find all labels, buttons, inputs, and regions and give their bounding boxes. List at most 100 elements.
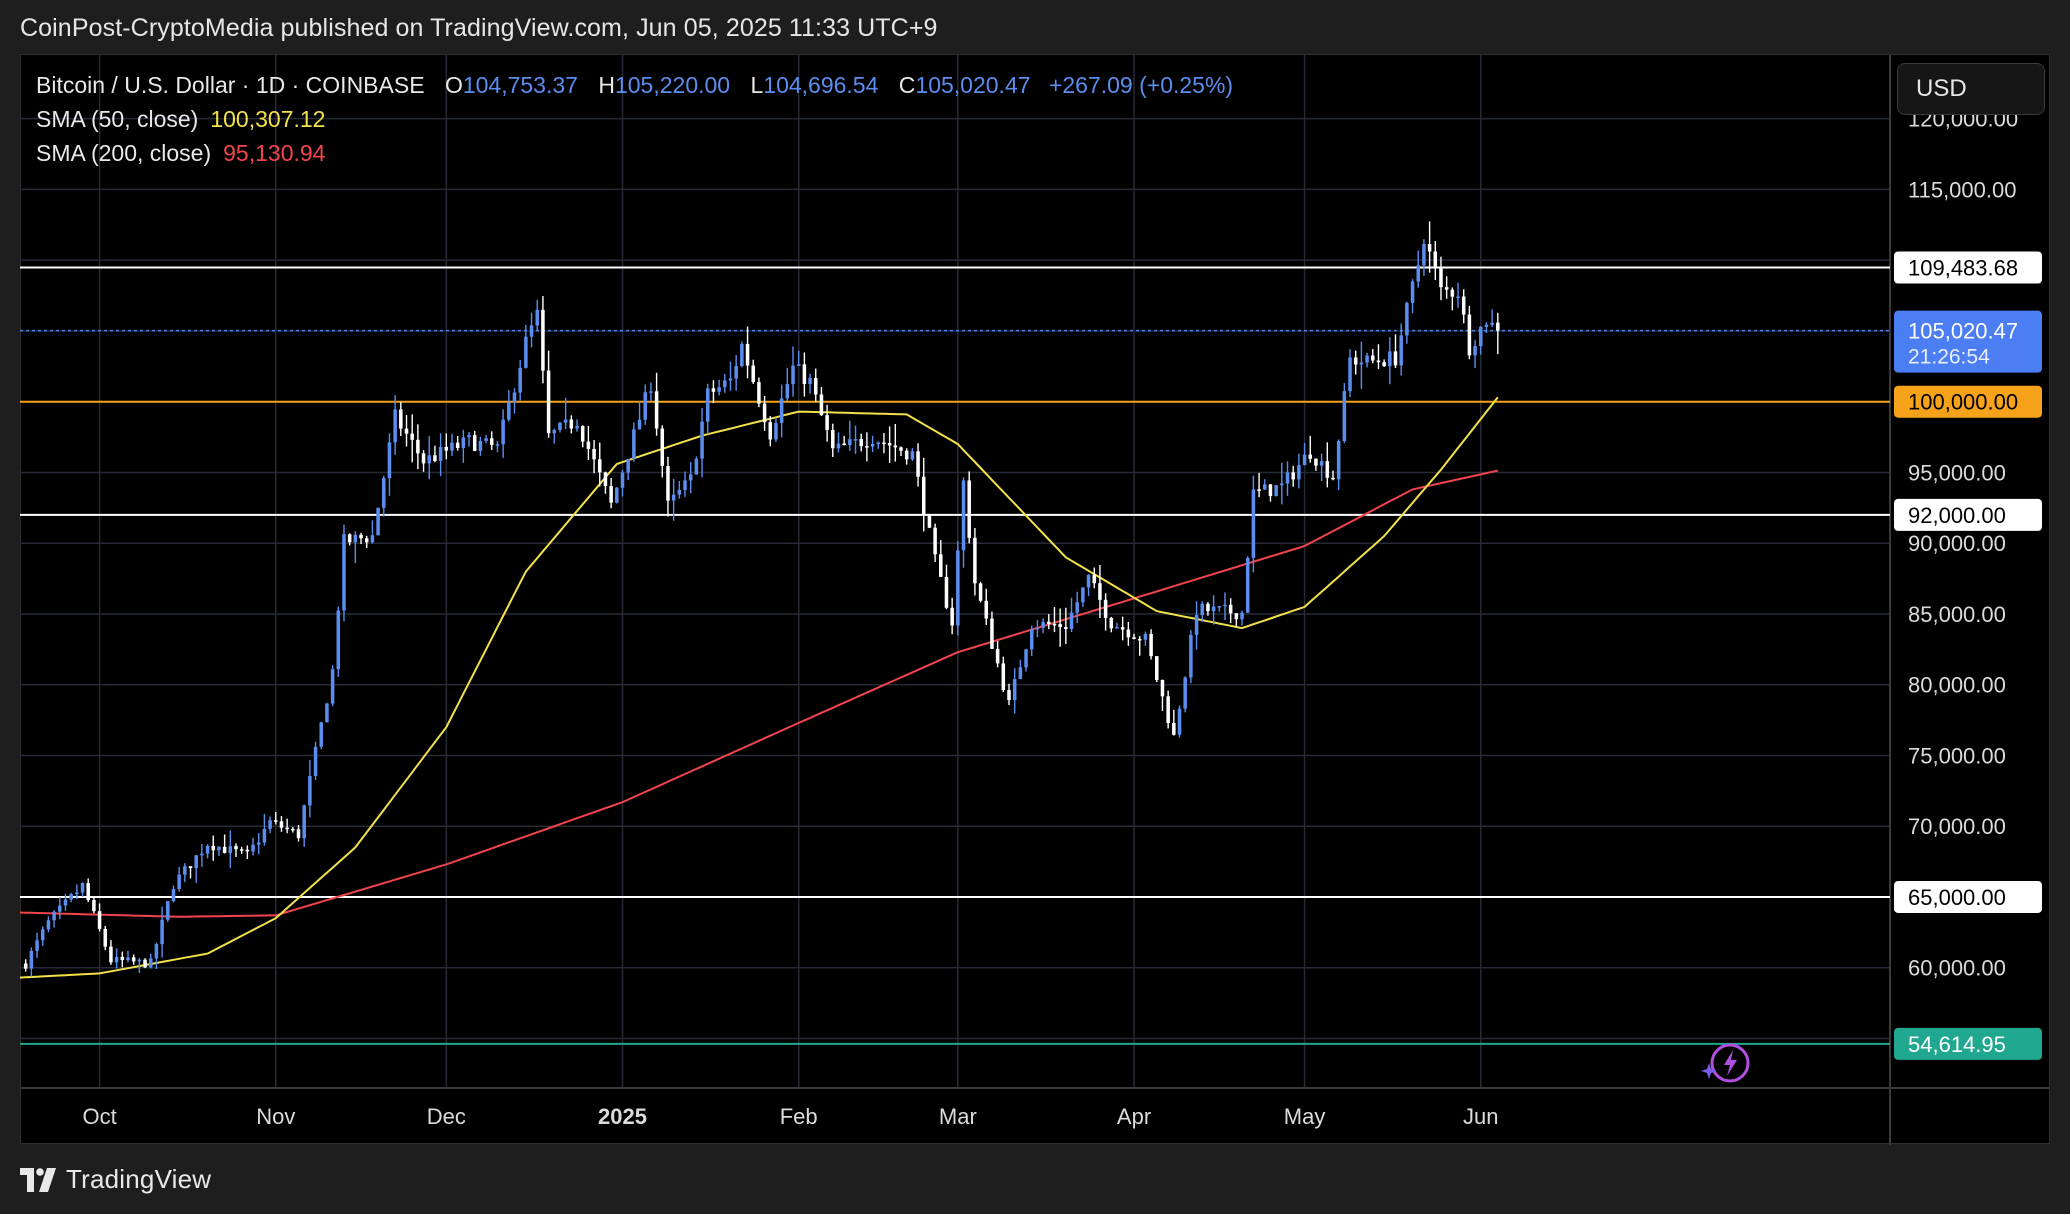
sparkle-flash-icon[interactable] — [1700, 1041, 1752, 1085]
candle — [1382, 359, 1386, 367]
candle-body — [1132, 637, 1136, 639]
candle-body — [842, 443, 846, 446]
candle-body — [944, 576, 949, 608]
candle-body — [978, 583, 983, 601]
candle-body — [393, 409, 397, 443]
candle-body — [325, 703, 329, 723]
candle — [404, 415, 409, 447]
candle-body — [330, 669, 335, 704]
candle — [1484, 322, 1489, 334]
candle — [717, 379, 721, 396]
candle-body — [126, 957, 130, 961]
chart-panel[interactable] — [20, 54, 2050, 1144]
sma200-legend[interactable]: SMA (200, close) 95,130.94 — [36, 140, 325, 167]
candle-body — [626, 458, 630, 473]
high-value: 105,220.00 — [614, 72, 731, 98]
candle-body — [1416, 265, 1420, 282]
candle-body — [80, 883, 85, 893]
candle — [1371, 349, 1375, 364]
candle-body — [438, 446, 443, 461]
currency-button[interactable]: USD — [1897, 63, 2045, 115]
candle-body — [1120, 627, 1125, 630]
candle-body — [194, 855, 198, 869]
candle-body — [1047, 621, 1051, 624]
tradingview-brand[interactable]: TradingView — [20, 1164, 211, 1195]
candle-body — [211, 845, 216, 851]
candle — [1149, 629, 1153, 660]
candle-body — [1388, 351, 1392, 367]
candle — [1052, 607, 1057, 633]
candle — [597, 442, 602, 487]
candle-body — [677, 489, 682, 495]
candle-body — [319, 722, 324, 747]
candle-body — [762, 403, 767, 423]
candle — [626, 458, 630, 481]
candle — [1274, 485, 1278, 497]
candle — [740, 341, 744, 368]
candle-body — [990, 618, 994, 649]
candle-body — [387, 442, 392, 479]
candle — [222, 834, 227, 854]
candle-body — [853, 439, 858, 441]
tradingview-logo-icon — [20, 1167, 56, 1192]
candle — [75, 884, 79, 900]
candle — [1467, 305, 1472, 360]
price-axis[interactable]: 120,000.00115,000.0090,000.0085,000.0080… — [1894, 107, 2042, 1060]
candle-body — [518, 367, 522, 393]
candle — [893, 423, 898, 462]
candle-body — [416, 439, 420, 454]
candle — [353, 531, 358, 564]
candle-body — [933, 527, 937, 555]
candle-body — [831, 429, 835, 449]
candle — [194, 854, 198, 883]
candle-body — [910, 451, 915, 460]
candle-body — [1245, 557, 1250, 613]
candle-body — [399, 409, 403, 429]
candle — [171, 885, 176, 903]
time-tick-label: May — [1284, 1104, 1326, 1129]
time-axis[interactable]: Oct Nov Dec 2025 Feb Mar Apr May Jun — [82, 1104, 1498, 1129]
candle-body — [859, 439, 863, 447]
candle-body — [603, 472, 608, 487]
candle-body — [29, 950, 34, 969]
candle-body — [1143, 633, 1148, 640]
symbol-title[interactable]: Bitcoin / U.S. Dollar · 1D · COINBASE — [36, 72, 425, 98]
candle — [524, 324, 528, 369]
candle-body — [154, 944, 159, 959]
candle — [791, 346, 795, 397]
candle-body — [1371, 355, 1375, 361]
candle — [1353, 350, 1358, 375]
candle — [956, 541, 960, 636]
candle — [342, 524, 346, 622]
candle-body — [620, 472, 625, 488]
candle — [1075, 591, 1079, 623]
candle-body — [285, 827, 289, 830]
candle — [643, 384, 647, 425]
candle — [950, 597, 954, 635]
candle-body — [52, 911, 56, 921]
candle — [700, 407, 704, 478]
candle — [416, 424, 420, 470]
candle — [1160, 679, 1165, 711]
candle — [1047, 614, 1051, 630]
candle — [46, 916, 51, 933]
candle — [1092, 567, 1097, 589]
candle — [313, 741, 318, 781]
candle — [40, 926, 45, 946]
candle — [393, 395, 397, 455]
candle — [967, 471, 971, 544]
candle — [336, 606, 341, 677]
candle — [450, 433, 454, 457]
time-tick-label: 2025 — [598, 1104, 647, 1129]
candle — [86, 878, 90, 903]
candle — [688, 462, 693, 494]
candle — [160, 906, 164, 958]
candle — [586, 425, 591, 460]
sma50-legend[interactable]: SMA (50, close) 100,307.12 — [36, 106, 325, 133]
candle-body — [1336, 440, 1341, 480]
candle-body — [1251, 489, 1256, 558]
candle — [757, 377, 761, 408]
candle — [1280, 462, 1284, 505]
grid-layer — [20, 55, 1890, 1088]
